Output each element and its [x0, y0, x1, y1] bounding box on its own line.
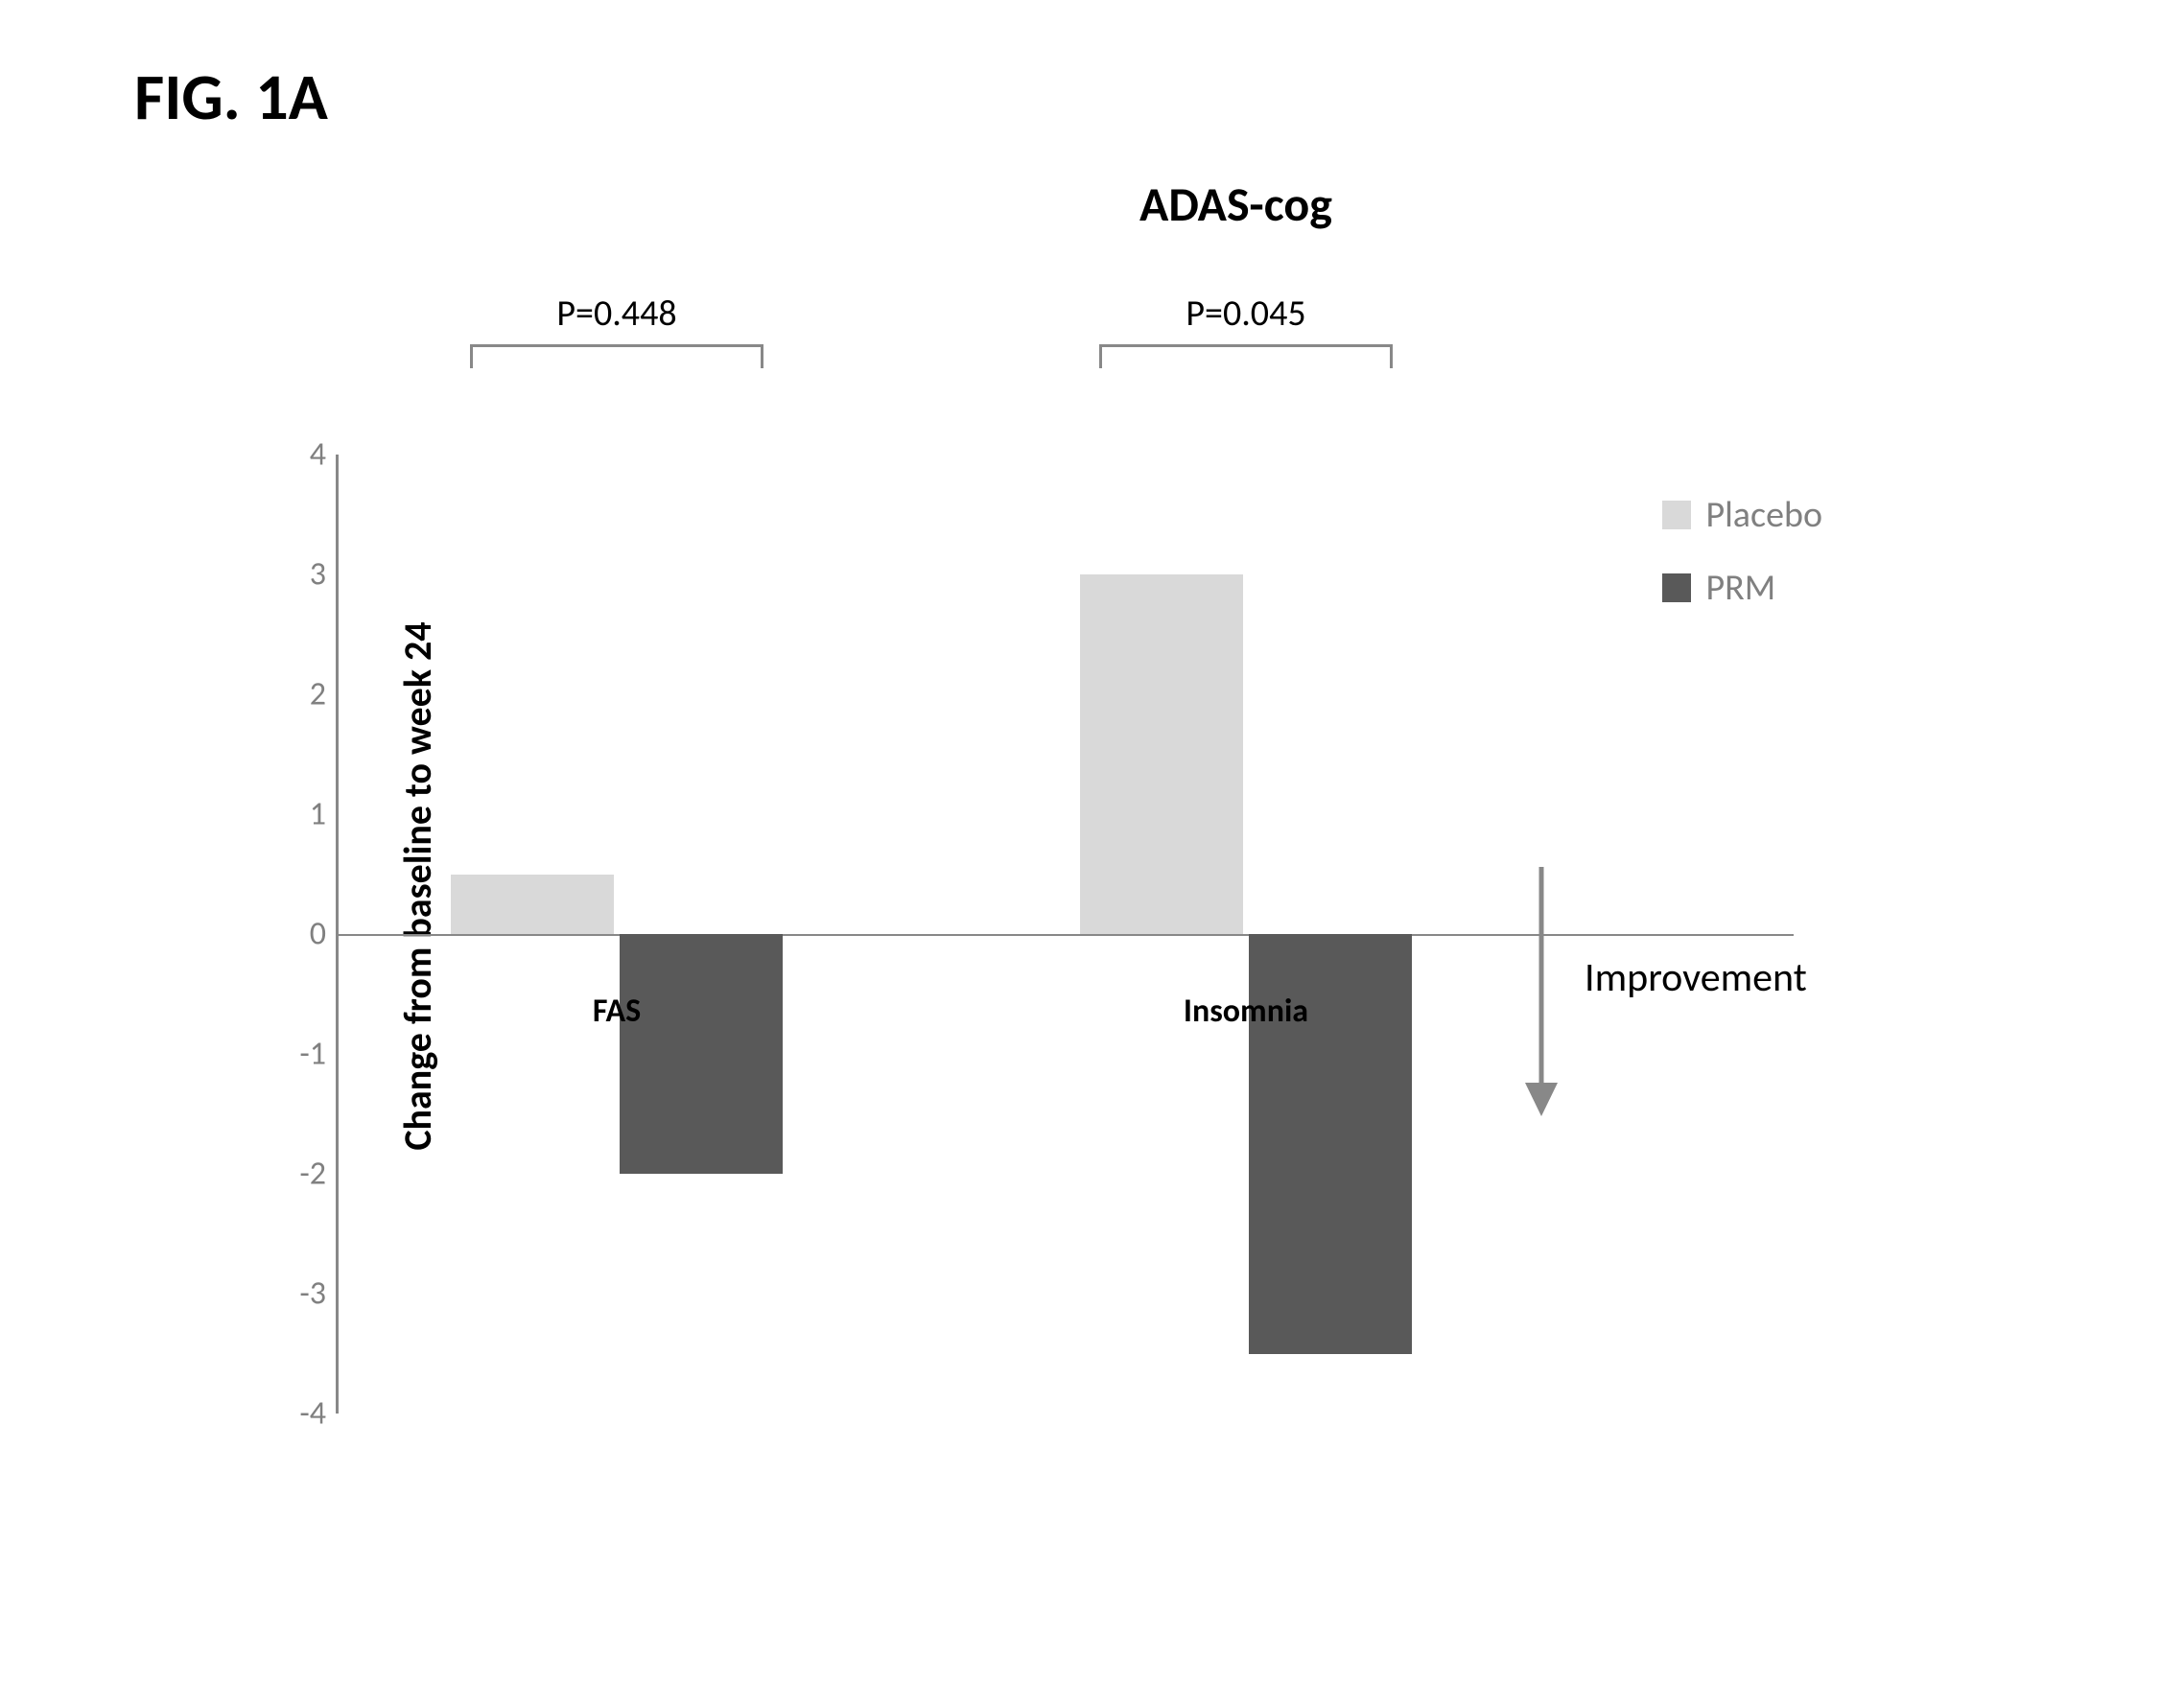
y-tick-label: -3 [269, 1274, 326, 1314]
y-tick-label: 1 [269, 795, 326, 834]
improvement-arrow-icon [1517, 867, 1565, 1121]
improvement-label: Improvement [1585, 953, 1807, 1002]
bar-prm-fas [620, 934, 783, 1174]
category-label: Insomnia [1184, 992, 1308, 1031]
y-tick-label: 3 [269, 555, 326, 595]
figure-label: FIG. 1A [134, 58, 2107, 137]
y-tick-label: 2 [269, 675, 326, 714]
bar-placebo-fas [451, 875, 614, 935]
legend-swatch [1662, 501, 1691, 529]
y-tick-label: 4 [269, 435, 326, 475]
plot-area: 43210-1-2-3-4FASP=0.448InsomniaP=0.045Im… [336, 455, 1487, 1414]
y-tick-label: -1 [269, 1035, 326, 1074]
y-tick-label: -2 [269, 1155, 326, 1194]
zero-line [336, 934, 1794, 936]
y-tick-label: 0 [269, 915, 326, 954]
legend: Placebo PRM [1662, 493, 1822, 639]
legend-swatch [1662, 573, 1691, 602]
chart-title: ADAS-cog [364, 175, 2107, 234]
bar-placebo-insomnia [1080, 574, 1243, 934]
legend-item-placebo: Placebo [1662, 493, 1822, 537]
p-value-bracket [1099, 344, 1393, 368]
legend-label: PRM [1705, 566, 1775, 610]
legend-label: Placebo [1705, 493, 1822, 537]
p-value-label: P=0.045 [1186, 292, 1305, 336]
p-value-bracket [470, 344, 763, 368]
chart-container: Change from baseline to week 24 43210-1-… [192, 263, 2014, 1509]
y-tick-label: -4 [269, 1394, 326, 1434]
p-value-label: P=0.448 [556, 292, 676, 336]
category-label: FAS [593, 992, 641, 1031]
legend-item-prm: PRM [1662, 566, 1822, 610]
